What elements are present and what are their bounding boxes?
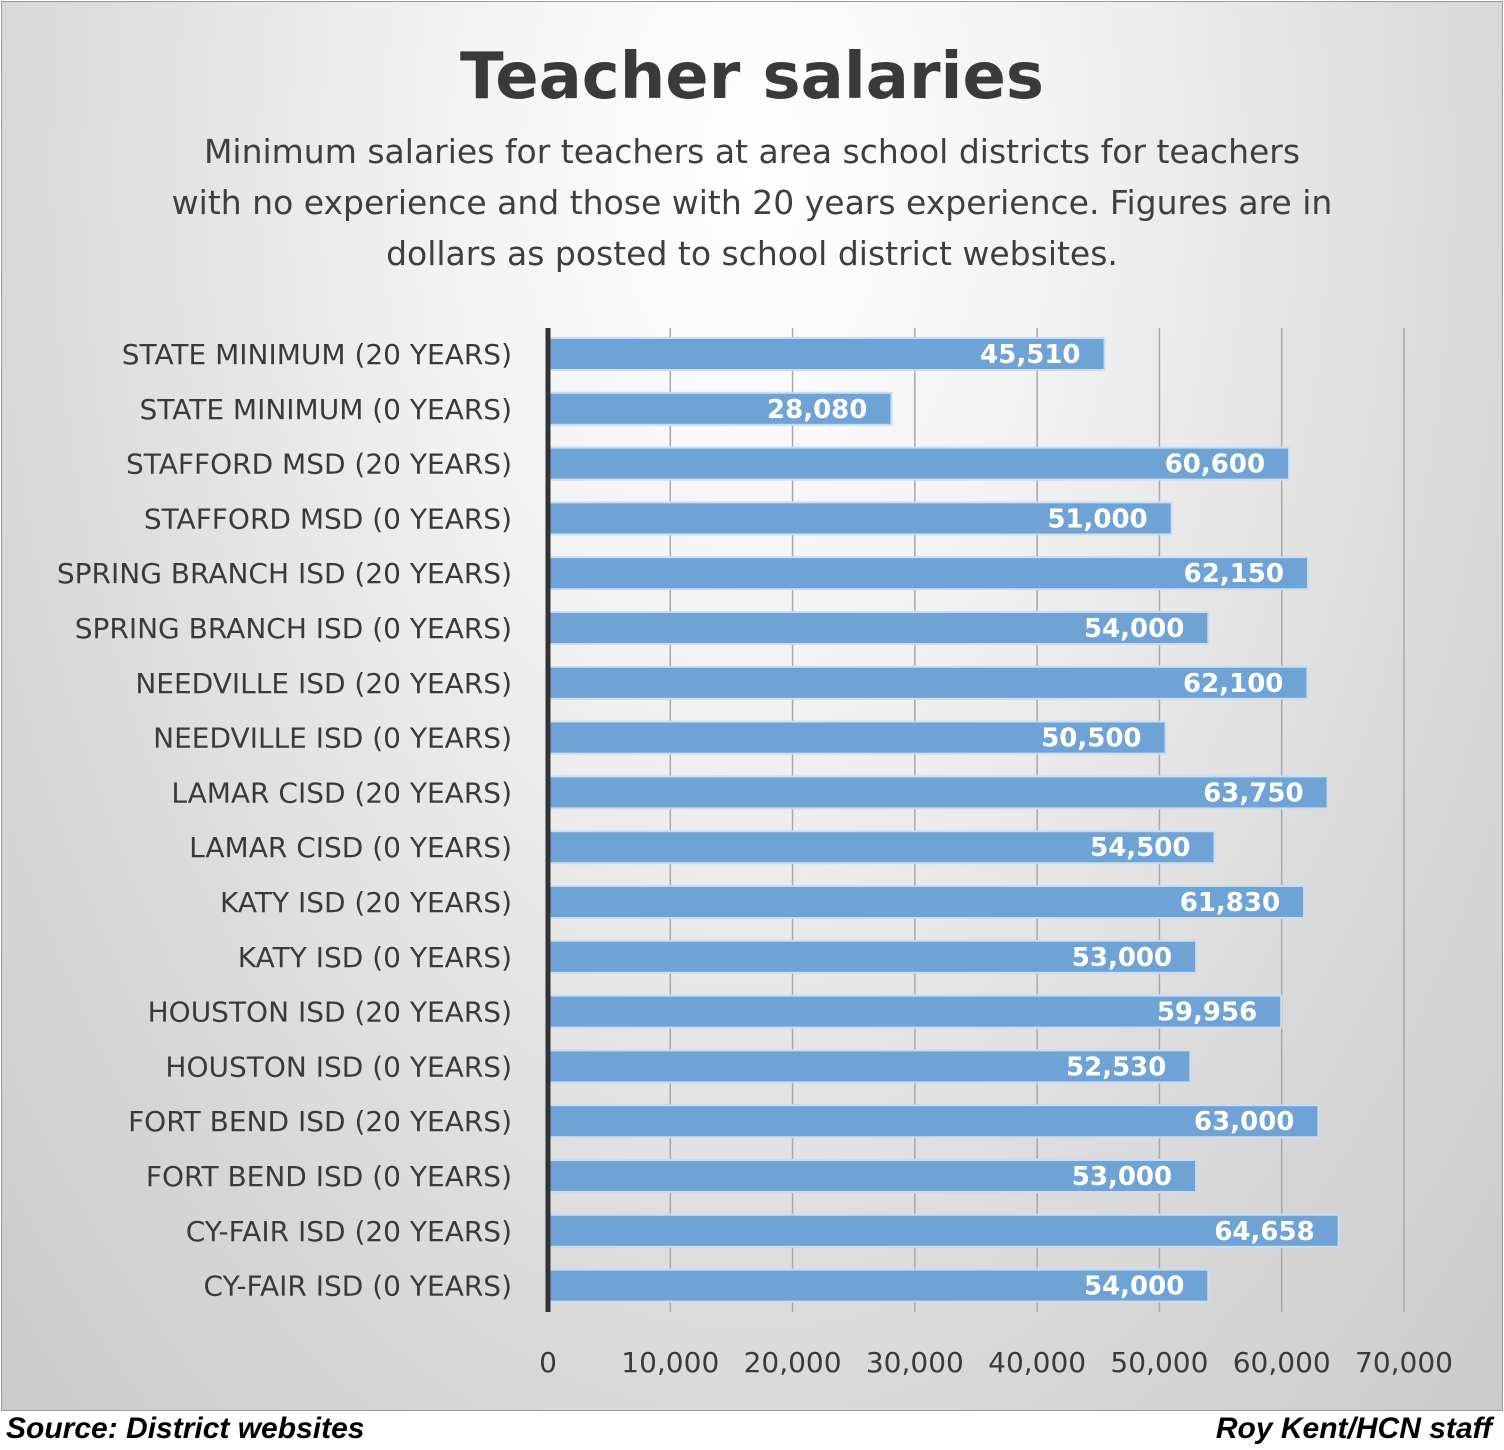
bar xyxy=(547,939,1198,974)
x-tick-label: 30,000 xyxy=(866,1346,964,1379)
bar xyxy=(547,1268,1210,1303)
chart-subtitle: Minimum salaries for teachers at area sc… xyxy=(171,132,1333,273)
bar xyxy=(547,501,1173,536)
data-label: 64,658 xyxy=(1214,1217,1314,1247)
bar xyxy=(547,720,1167,755)
x-tick-label: 40,000 xyxy=(988,1346,1086,1379)
data-label: 52,530 xyxy=(1066,1052,1166,1082)
source-credit: Source: District websites xyxy=(6,1412,365,1445)
category-label: STAFFORD MSD (20 YEARS) xyxy=(126,448,512,481)
data-label: 63,000 xyxy=(1194,1107,1294,1137)
bar xyxy=(547,830,1216,865)
bar xyxy=(547,611,1210,645)
data-label: 28,080 xyxy=(767,395,867,425)
category-label: KATY ISD (0 YEARS) xyxy=(238,941,512,974)
bar xyxy=(547,446,1291,481)
bar xyxy=(547,1104,1320,1139)
bar xyxy=(547,337,1106,371)
bar xyxy=(547,1213,1340,1248)
category-label: CY-FAIR ISD (0 YEARS) xyxy=(204,1270,512,1303)
data-label: 53,000 xyxy=(1072,943,1172,973)
data-label: 63,750 xyxy=(1203,778,1303,808)
data-label: 50,500 xyxy=(1041,724,1141,754)
bar xyxy=(547,885,1306,919)
category-label: HOUSTON ISD (0 YEARS) xyxy=(165,1050,512,1083)
data-label: 45,510 xyxy=(980,340,1080,370)
category-label: SPRING BRANCH ISD (0 YEARS) xyxy=(75,612,512,645)
category-label: CY-FAIR ISD (20 YEARS) xyxy=(186,1215,512,1248)
x-tick-label: 0 xyxy=(539,1346,557,1379)
data-label: 59,956 xyxy=(1157,998,1257,1028)
category-labels: STATE MINIMUM (20 YEARS) STATE MINIMUM (0… xyxy=(57,338,512,1303)
bar xyxy=(547,1049,1192,1084)
data-label: 54,000 xyxy=(1084,1272,1184,1302)
category-label: LAMAR CISD (0 YEARS) xyxy=(189,831,512,864)
category-label: NEEDVILLE ISD (0 YEARS) xyxy=(153,722,512,755)
data-label: 53,000 xyxy=(1072,1162,1172,1192)
category-label: STATE MINIMUM (0 YEARS) xyxy=(140,393,512,426)
x-tick-label: 60,000 xyxy=(1233,1346,1331,1379)
x-tick-label: 50,000 xyxy=(1110,1346,1208,1379)
bar xyxy=(547,1159,1198,1193)
data-label: 61,830 xyxy=(1180,888,1280,918)
bar xyxy=(547,994,1283,1029)
x-axis-ticks: 0 10,000 20,000 30,000 40,000 50,000 60,000 70,… xyxy=(539,1346,1453,1379)
x-tick-label: 20,000 xyxy=(744,1346,842,1379)
category-label: FORT BEND ISD (0 YEARS) xyxy=(146,1160,512,1193)
category-label: STAFFORD MSD (0 YEARS) xyxy=(144,502,512,535)
x-tick-label: 70,000 xyxy=(1355,1346,1453,1379)
bar-chart: 45,51028,08060,60051,00062,15054,00062,1… xyxy=(57,328,1453,1379)
x-tick-label: 10,000 xyxy=(621,1346,719,1379)
bar xyxy=(547,391,893,426)
staff-credit: Roy Kent/HCN staff xyxy=(1215,1412,1492,1445)
data-label: 54,000 xyxy=(1084,614,1184,644)
data-label: 60,600 xyxy=(1165,450,1265,480)
category-label: SPRING BRANCH ISD (20 YEARS) xyxy=(57,557,512,590)
category-label: HOUSTON ISD (20 YEARS) xyxy=(148,996,512,1029)
bar xyxy=(547,556,1310,591)
category-label: STATE MINIMUM (20 YEARS) xyxy=(122,338,512,371)
bar xyxy=(547,665,1309,700)
category-label: NEEDVILLE ISD (20 YEARS) xyxy=(135,667,512,700)
bars: 45,51028,08060,60051,00062,15054,00062,1… xyxy=(547,337,1340,1303)
data-label: 62,100 xyxy=(1183,669,1283,699)
gridlines xyxy=(669,328,1405,1312)
data-label: 51,000 xyxy=(1047,504,1147,534)
data-label: 62,150 xyxy=(1184,559,1284,589)
category-label: LAMAR CISD (20 YEARS) xyxy=(171,776,512,809)
category-label: KATY ISD (20 YEARS) xyxy=(220,886,512,919)
category-label: FORT BEND ISD (20 YEARS) xyxy=(128,1105,512,1138)
data-label: 54,500 xyxy=(1090,833,1190,863)
chart-title: Teacher salaries xyxy=(460,40,1044,114)
